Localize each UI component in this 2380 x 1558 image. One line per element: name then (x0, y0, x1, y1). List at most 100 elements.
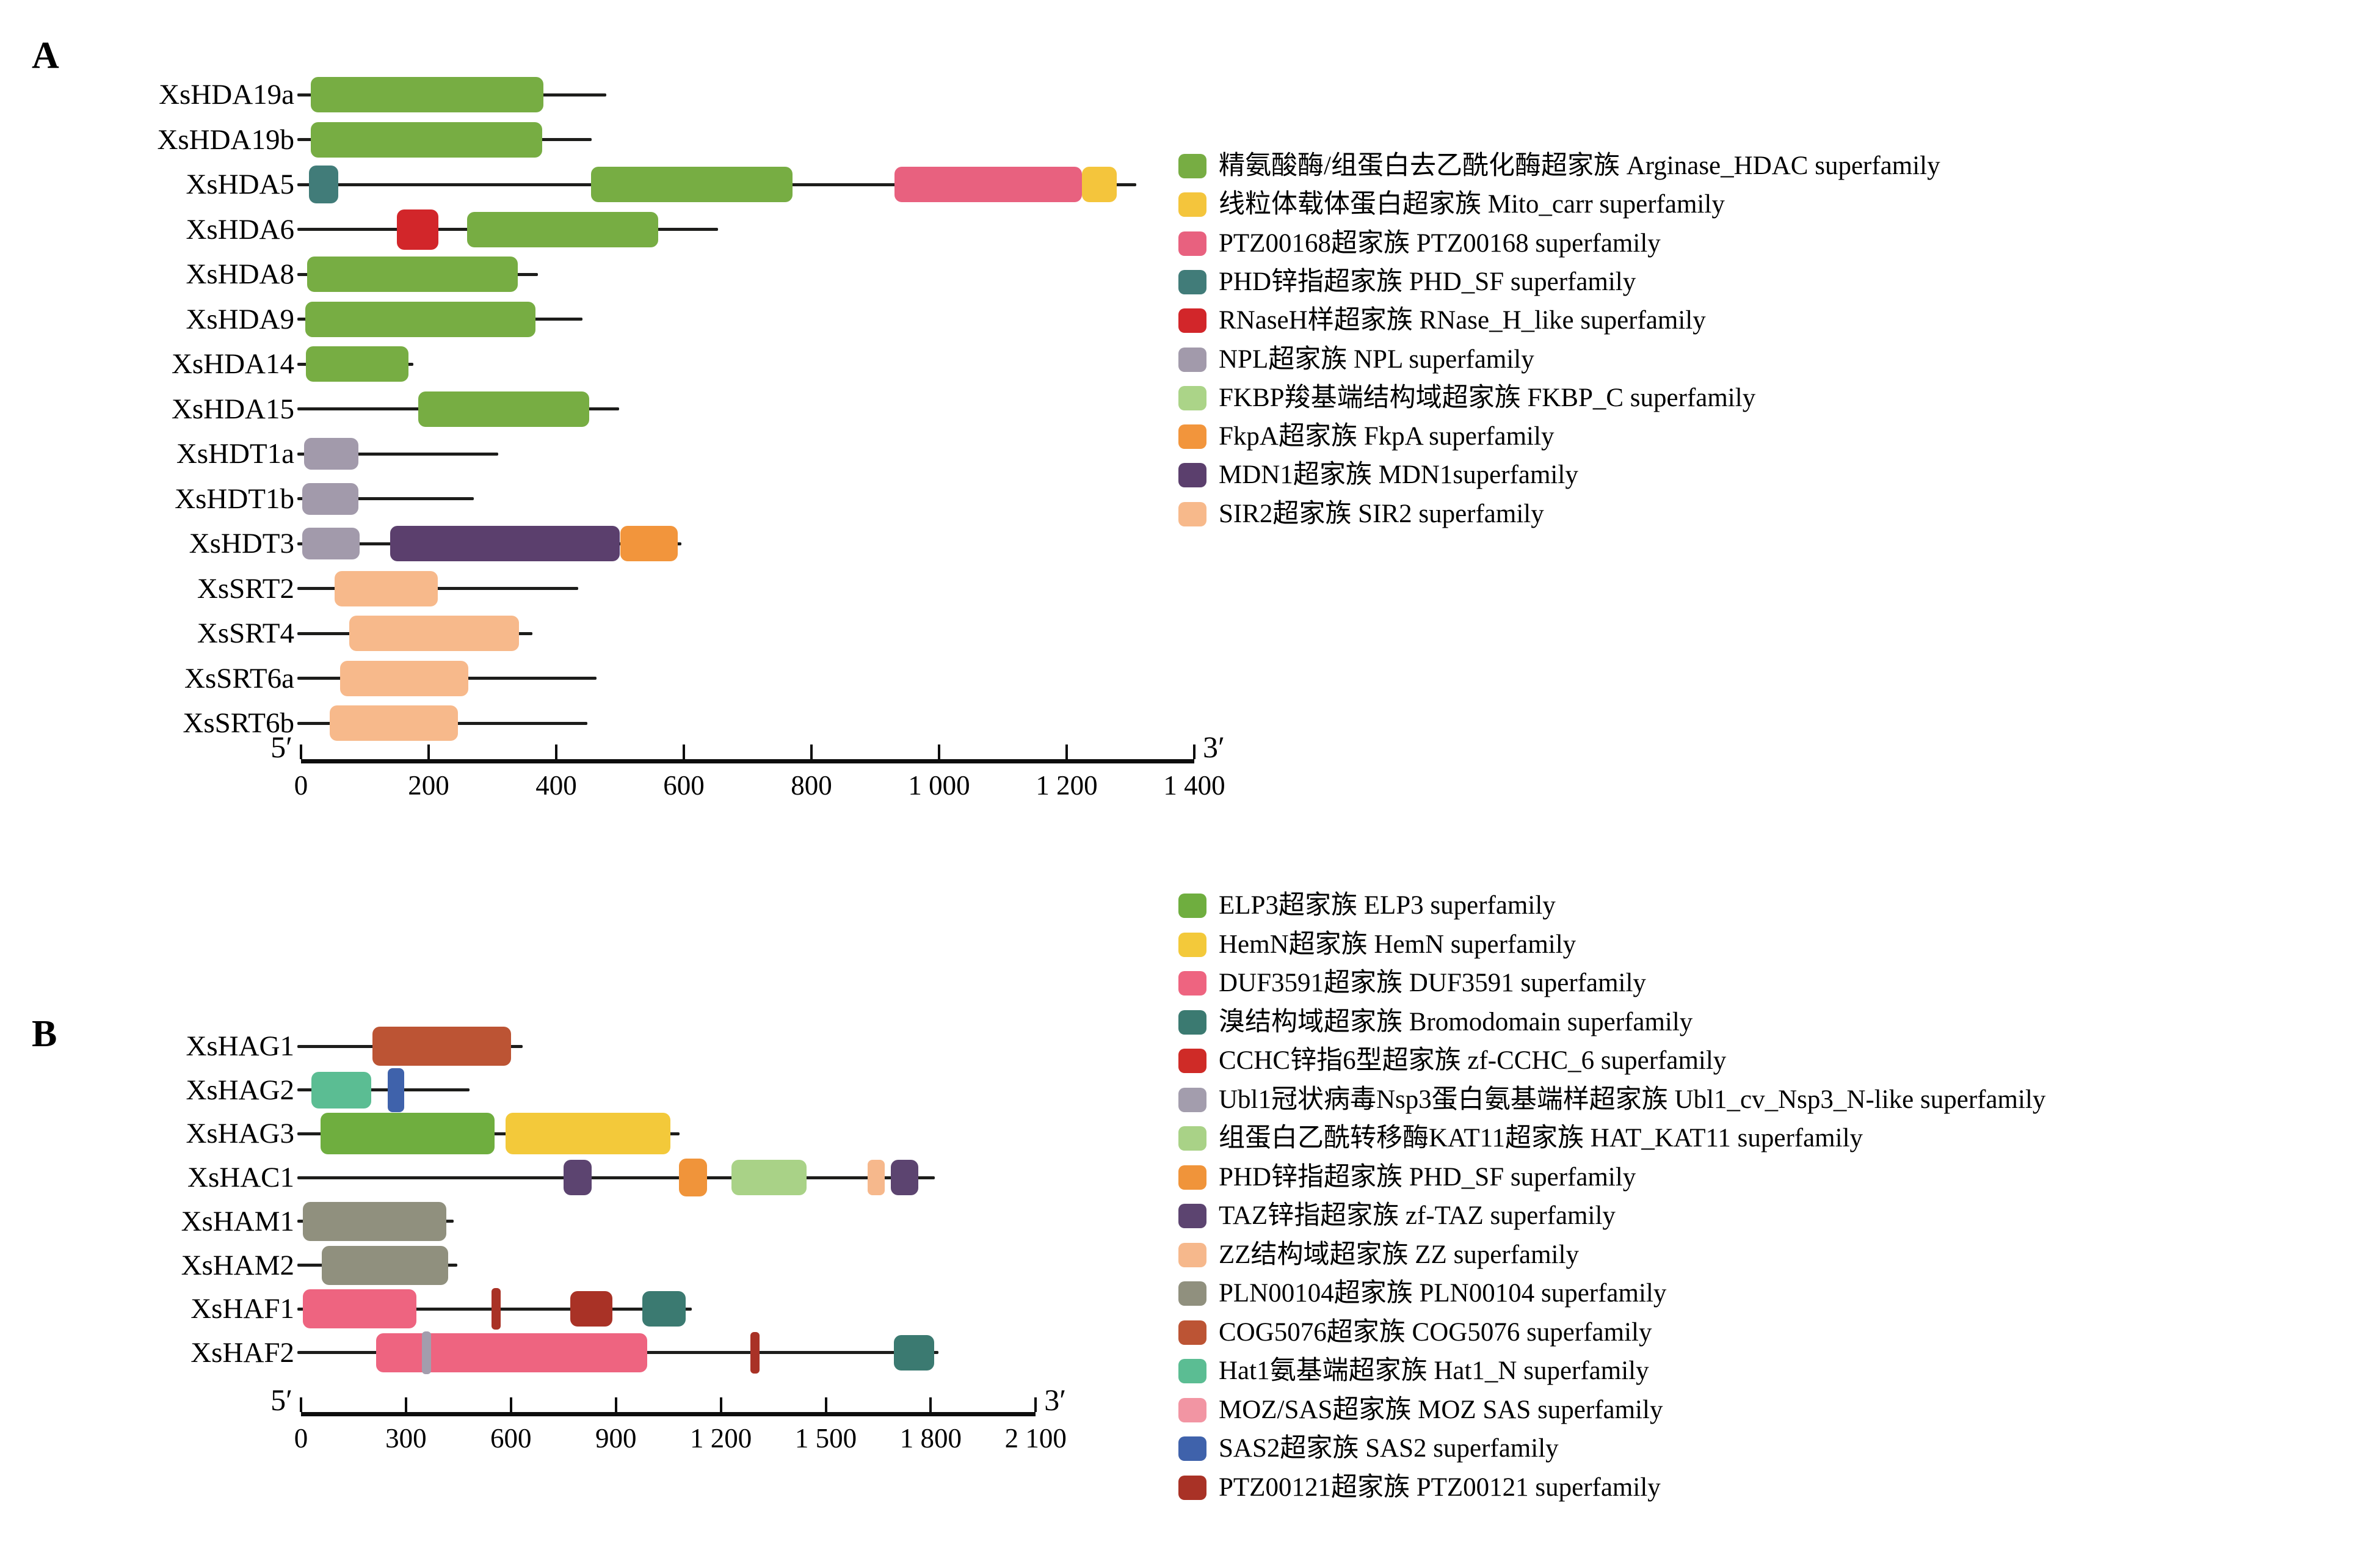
gene-backbone-XsSRT2 (297, 587, 579, 590)
axis-tick-label-B: 1 200 (689, 1423, 752, 1454)
gene-label-XsSRT2: XsSRT2 (197, 572, 294, 605)
npl-domain (304, 438, 359, 470)
legend-label-sas2: SAS2超家族 SAS2 superfamily (1219, 1434, 1559, 1463)
legend-label-sir2: SIR2超家族 SIR2 superfamily (1219, 499, 1544, 528)
three-prime-label-A: 3′ (1203, 730, 1225, 764)
sir2-domain (335, 570, 438, 606)
gene-label-XsHAM2: XsHAM2 (181, 1249, 294, 1281)
axis-tick-label-B: 1 500 (794, 1423, 857, 1454)
legend-label-phd_sf_b: PHD锌指超家族 PHD_SF superfamily (1219, 1162, 1636, 1192)
legend-label-cog5076: COG5076超家族 COG5076 superfamily (1219, 1317, 1652, 1347)
axis-tick-label-A: 1 400 (1163, 770, 1225, 801)
ptz00168-domain (894, 167, 1083, 202)
legend-swatch-zf_taz (1178, 1204, 1206, 1228)
sas2-domain (388, 1068, 405, 1112)
duf3591-domain (376, 1333, 648, 1372)
mdn1-domain (390, 526, 620, 561)
legend-swatch-duf3591 (1178, 971, 1206, 996)
arginase_hdac-domain (466, 211, 659, 247)
legend-label-elp3: ELP3超家族 ELP3 superfamily (1219, 891, 1556, 920)
npl-domain (302, 528, 360, 559)
legend-label-duf3591: DUF3591超家族 DUF3591 superfamily (1219, 969, 1646, 997)
legend-swatch-moz_sas (1178, 1397, 1206, 1422)
gene-backbone-XsHAG2 (297, 1088, 470, 1092)
gene-label-XsHDT1b: XsHDT1b (175, 482, 294, 515)
legend-swatch-ptz00168 (1178, 231, 1206, 256)
axis-tick-A (1065, 744, 1068, 759)
axis-tick-B (929, 1397, 932, 1412)
axis-B (301, 1412, 1036, 1416)
legend-swatch-arginase_hdac (1178, 154, 1206, 178)
legend-label-hemn: HemN超家族 HemN superfamily (1219, 930, 1576, 959)
gene-backbone-XsHAC1 (297, 1176, 935, 1179)
axis-tick-label-A: 1 000 (908, 770, 970, 801)
axis-tick-A (810, 744, 813, 759)
arginase_hdac-domain (418, 391, 590, 427)
gene-label-XsHAG2: XsHAG2 (186, 1074, 294, 1106)
axis-tick-A (938, 744, 940, 759)
five-prime-label-B: 5′ (270, 1383, 292, 1417)
gene-backbone-XsHDT1b (297, 497, 474, 500)
legend-label-arginase_hdac: 精氨酸酶/组蛋白去乙酰化酶超家族 Arginase_HDAC superfami… (1219, 151, 1940, 180)
legend-label-npl: NPL超家族 NPL superfamily (1219, 344, 1534, 374)
legend-swatch-fkbp_c (1178, 385, 1206, 410)
pln00104-domain (322, 1245, 448, 1285)
legend-swatch-ptz00121 (1178, 1475, 1206, 1500)
legend-label-phd_sf_a: PHD锌指超家族 PHD_SF superfamily (1219, 267, 1636, 296)
legend-label-rnase_h_like: RNaseH样超家族 RNase_H_like superfamily (1219, 306, 1706, 335)
gene-label-XsHDA6: XsHDA6 (186, 213, 294, 246)
panel-b-label: B (32, 1013, 57, 1055)
legend-label-hat_kat11: 组蛋白乙酰转移酶KAT11超家族 HAT_KAT11 superfamily (1219, 1124, 1863, 1152)
legend-swatch-npl (1178, 347, 1206, 372)
legend-swatch-hemn (1178, 932, 1206, 957)
gene-label-XsHDT1a: XsHDT1a (176, 438, 294, 470)
legend-label-ptz00121: PTZ00121超家族 PTZ00121 superfamily (1219, 1472, 1661, 1502)
legend-label-ptz00168: PTZ00168超家族 PTZ00168 superfamily (1219, 228, 1661, 258)
axis-A (301, 759, 1194, 763)
legend-swatch-mdn1 (1178, 463, 1206, 488)
arginase_hdac-domain (591, 167, 793, 202)
axis-tick-B (719, 1397, 722, 1412)
gene-label-XsHDA15: XsHDA15 (171, 393, 294, 425)
axis-tick-label-A: 200 (408, 770, 449, 801)
hat1_n-domain (311, 1071, 371, 1108)
axis-tick-label-A: 600 (663, 770, 705, 801)
arginase_hdac-domain (306, 346, 408, 382)
duf3591-domain (302, 1289, 417, 1329)
axis-tick-A (300, 744, 302, 759)
gene-label-XsHDT3: XsHDT3 (189, 528, 294, 559)
legend-label-fkbp_c: FKBP羧基端结构域超家族 FKBP_C superfamily (1219, 383, 1756, 412)
ptz00121-domain (570, 1291, 612, 1327)
legend-swatch-elp3 (1178, 894, 1206, 918)
sir2-domain (349, 616, 520, 651)
legend-label-bromodomain: 溴结构域超家族 Bromodomain superfamily (1219, 1007, 1693, 1036)
panel-a-label: A (32, 35, 59, 76)
legend-swatch-zz (1178, 1242, 1206, 1267)
legend-label-zf_taz: TAZ锌指超家族 zf-TAZ superfamily (1219, 1201, 1616, 1230)
gene-label-XsSRT6b: XsSRT6b (183, 707, 294, 739)
gene-label-XsHDA14: XsHDA14 (171, 348, 294, 380)
legend-label-pln00104: PLN00104超家族 PLN00104 superfamily (1219, 1279, 1667, 1308)
phd_sf_a-domain (308, 166, 338, 203)
mito_carr-domain (1082, 167, 1117, 202)
arginase_hdac-domain (310, 122, 542, 158)
gene-label-XsHDA19b: XsHDA19b (157, 123, 294, 156)
axis-tick-B (300, 1397, 302, 1412)
gene-label-XsHAM1: XsHAM1 (181, 1205, 294, 1237)
axis-tick-label-B: 900 (595, 1423, 637, 1454)
rnase_h_like-domain (396, 209, 438, 250)
axis-tick-label-B: 0 (294, 1423, 308, 1454)
cog5076-domain (372, 1027, 511, 1066)
bromodomain-domain (642, 1291, 686, 1327)
ptz00121-domain (750, 1331, 760, 1374)
legend-swatch-rnase_h_like (1178, 308, 1206, 333)
gene-label-XsHDA9: XsHDA9 (186, 303, 294, 335)
legend-swatch-fkpa (1178, 424, 1206, 450)
legend-label-mito_carr: 线粒体载体蛋白超家族 Mito_carr superfamily (1219, 190, 1725, 219)
axis-tick-A (1193, 744, 1195, 759)
legend-swatch-pln00104 (1178, 1281, 1206, 1306)
legend-label-zf_cchc_6: CCHC锌指6型超家族 zf-CCHC_6 superfamily (1219, 1046, 1727, 1075)
ubl1-domain (421, 1331, 432, 1374)
axis-tick-label-B: 600 (490, 1423, 532, 1454)
